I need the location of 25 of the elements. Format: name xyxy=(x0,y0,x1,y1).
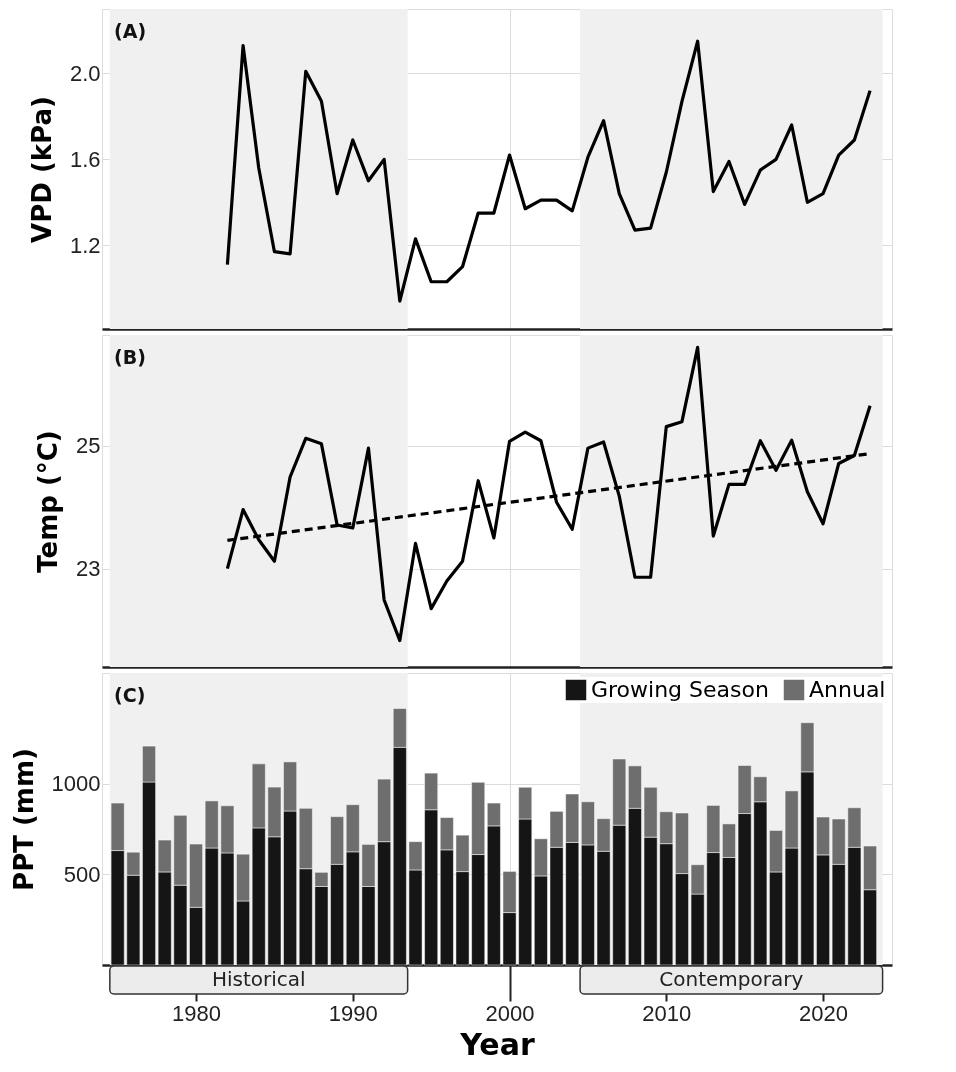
annotation: (A) xyxy=(114,20,147,42)
legend-label: Growing Season xyxy=(591,677,769,702)
line-series xyxy=(225,345,872,643)
x-axis-title: Year xyxy=(459,1026,535,1062)
y-tick-label: 25 xyxy=(76,433,101,459)
band-label: Historical xyxy=(211,967,306,991)
annotation: (C) xyxy=(114,684,146,706)
line-series xyxy=(225,39,872,303)
legend-label: Annual xyxy=(809,677,886,702)
y-tick-label: 2.0 xyxy=(69,60,101,86)
x-tick-label: 2020 xyxy=(799,1000,849,1026)
x-tick-label: 1980 xyxy=(172,1000,222,1026)
x-tick-label: 1990 xyxy=(328,1000,378,1026)
y-tick-label: 500 xyxy=(63,861,101,887)
y-axis-title: Temp (°C) xyxy=(33,430,64,573)
y-tick-label: 23 xyxy=(76,556,101,582)
x-tick-label: 2010 xyxy=(642,1000,692,1026)
x-tick-label: 2000 xyxy=(485,1000,535,1026)
band-label: Contemporary xyxy=(659,967,804,991)
y-axis-title: VPD (kPa) xyxy=(26,96,57,243)
y-tick-label: 1.6 xyxy=(69,146,101,172)
annotation: (B) xyxy=(114,346,146,368)
y-axis-title: PPT (mm) xyxy=(8,748,39,891)
y-tick-label: 1000 xyxy=(51,771,101,797)
y-tick-label: 1.2 xyxy=(69,232,101,258)
